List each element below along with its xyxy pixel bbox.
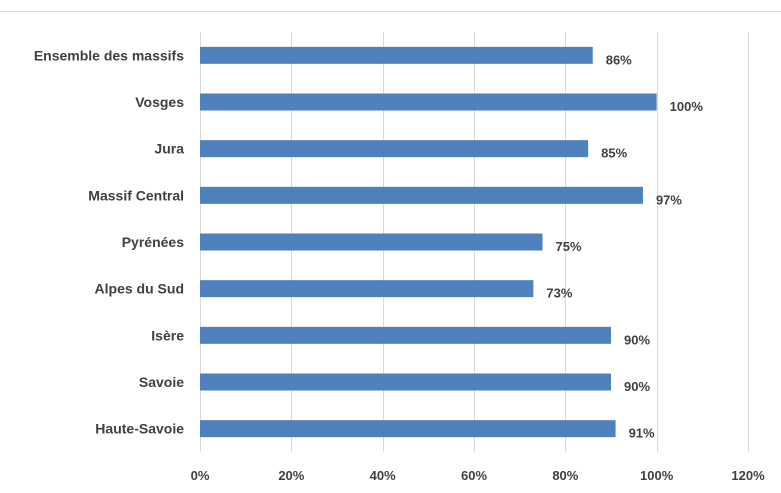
data-label: 90%	[624, 379, 650, 394]
data-label: 85%	[601, 146, 627, 161]
bar	[200, 186, 643, 204]
category-label: Haute-Savoie	[95, 421, 184, 437]
data-label: 97%	[656, 192, 682, 207]
category-label: Pyrénées	[122, 234, 184, 250]
data-label: 73%	[546, 286, 572, 301]
x-tick-label: 40%	[370, 468, 396, 483]
bar	[200, 233, 543, 251]
category-label: Alpes du Sud	[95, 281, 184, 297]
category-label: Vosges	[135, 94, 184, 110]
category-label: Savoie	[139, 374, 184, 390]
x-axis-tick-labels: 0% 20% 40% 60% 80% 100% 120%	[191, 468, 765, 483]
bar	[200, 420, 616, 438]
data-label: 86%	[606, 52, 632, 67]
category-label: Jura	[154, 141, 184, 157]
bar	[200, 373, 611, 391]
category-labels: Ensemble des massifs Vosges Jura Massif Cen…	[34, 47, 184, 436]
x-tick-label: 120%	[731, 468, 765, 483]
bars	[200, 46, 657, 438]
category-label: Massif Central	[88, 187, 184, 203]
data-label: 100%	[670, 99, 704, 114]
bar	[200, 140, 589, 158]
bar	[200, 46, 593, 64]
x-tick-label: 20%	[278, 468, 304, 483]
bar	[200, 280, 534, 298]
x-tick-label: 80%	[552, 468, 578, 483]
data-label: 75%	[556, 239, 582, 254]
bar	[200, 326, 611, 344]
category-label: Isère	[151, 327, 184, 343]
data-label: 90%	[624, 332, 650, 347]
category-label: Ensemble des massifs	[34, 47, 184, 63]
x-tick-label: 0%	[191, 468, 210, 483]
data-label: 91%	[629, 426, 655, 441]
x-tick-label: 60%	[461, 468, 487, 483]
bar	[200, 93, 657, 111]
x-tick-label: 100%	[640, 468, 674, 483]
value-labels: 86% 100% 85% 97% 75% 73% 90% 90% 91%	[546, 52, 703, 440]
